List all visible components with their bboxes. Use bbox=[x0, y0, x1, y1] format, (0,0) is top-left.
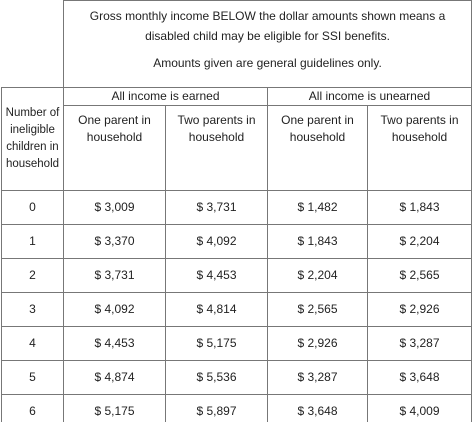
cell: $ 3,370 bbox=[63, 224, 166, 259]
row-label: 6 bbox=[1, 394, 64, 422]
cell: $ 5,897 bbox=[165, 394, 268, 422]
data-row: 6 $ 5,175 $ 5,897 $ 3,648 $ 4,009 bbox=[1, 394, 473, 422]
column-header: One parent in household bbox=[63, 105, 166, 191]
column-header: Two parents in household bbox=[366, 105, 473, 191]
cell: $ 5,175 bbox=[63, 394, 166, 422]
row-label: 0 bbox=[1, 190, 64, 225]
cell: $ 2,926 bbox=[366, 292, 473, 327]
row-header: Number of ineligible children in househo… bbox=[1, 87, 64, 191]
cell: $ 5,175 bbox=[165, 326, 268, 361]
data-row: 4 $ 4,453 $ 5,175 $ 2,926 $ 3,287 bbox=[1, 326, 473, 361]
cell: $ 4,874 bbox=[63, 360, 166, 395]
column-header: Two parents in household bbox=[165, 105, 268, 191]
column-row: One parent in household Two parents in ho… bbox=[2, 105, 473, 191]
cell: $ 2,926 bbox=[267, 326, 368, 361]
intro-row: Gross monthly income BELOW the dollar am… bbox=[1, 0, 473, 88]
row-label: 1 bbox=[1, 224, 64, 259]
cell: $ 2,565 bbox=[267, 292, 368, 327]
cell: $ 1,482 bbox=[267, 190, 368, 225]
cell: $ 3,648 bbox=[267, 394, 368, 422]
group-header: All income is unearned bbox=[266, 87, 473, 106]
cell: $ 1,843 bbox=[366, 190, 473, 225]
blank-cell bbox=[1, 0, 64, 88]
intro-cell: Gross monthly income BELOW the dollar am… bbox=[62, 0, 473, 88]
group-row: Number of ineligible children in househo… bbox=[1, 87, 473, 191]
data-row: 2 $ 3,731 $ 4,453 $ 2,204 $ 2,565 bbox=[1, 258, 473, 293]
data-row: 3 $ 4,092 $ 4,814 $ 2,565 $ 2,926 bbox=[1, 292, 473, 327]
row-label: 3 bbox=[1, 292, 64, 327]
intro-note: Amounts given are general guidelines onl… bbox=[153, 56, 382, 70]
cell: $ 3,731 bbox=[63, 258, 166, 293]
cell: $ 4,814 bbox=[165, 292, 268, 327]
data-row: 0 $ 3,009 $ 3,731 $ 1,482 $ 1,843 bbox=[1, 190, 473, 225]
row-label: 5 bbox=[1, 360, 64, 395]
cell: $ 4,453 bbox=[63, 326, 166, 361]
cell: $ 3,287 bbox=[267, 360, 368, 395]
column-header: One parent in household bbox=[267, 105, 368, 191]
intro-text: Gross monthly income BELOW the dollar am… bbox=[89, 9, 446, 43]
data-row: 1 $ 3,370 $ 4,092 $ 1,843 $ 2,204 bbox=[1, 224, 473, 259]
cell: $ 3,648 bbox=[366, 360, 473, 395]
cell: $ 4,092 bbox=[63, 292, 166, 327]
cell: $ 2,565 bbox=[366, 258, 473, 293]
cell: $ 2,204 bbox=[267, 258, 368, 293]
row-label: 4 bbox=[1, 326, 64, 361]
group-header: All income is earned bbox=[63, 87, 268, 106]
cell: $ 3,009 bbox=[63, 190, 166, 225]
cell: $ 5,536 bbox=[165, 360, 268, 395]
data-row: 5 $ 4,874 $ 5,536 $ 3,287 $ 3,648 bbox=[1, 360, 473, 395]
cell: $ 4,092 bbox=[165, 224, 268, 259]
row-label: 2 bbox=[1, 258, 64, 293]
cell: $ 3,731 bbox=[165, 190, 268, 225]
cell: $ 4,453 bbox=[165, 258, 268, 293]
cell: $ 3,287 bbox=[366, 326, 473, 361]
cell: $ 2,204 bbox=[366, 224, 473, 259]
cell: $ 1,843 bbox=[267, 224, 368, 259]
cell: $ 4,009 bbox=[366, 394, 473, 422]
